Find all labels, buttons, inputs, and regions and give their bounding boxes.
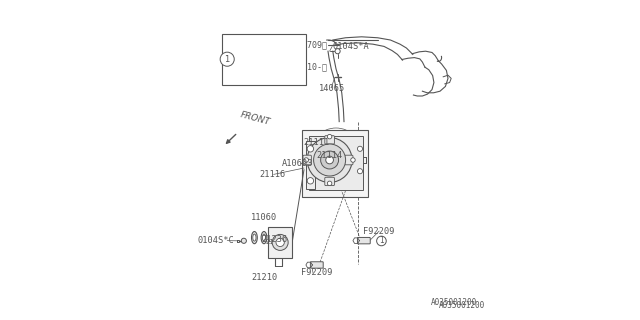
Circle shape — [272, 234, 288, 251]
FancyBboxPatch shape — [344, 155, 353, 165]
FancyBboxPatch shape — [310, 262, 323, 268]
Polygon shape — [306, 141, 315, 189]
FancyBboxPatch shape — [325, 177, 334, 186]
Ellipse shape — [253, 234, 256, 241]
Circle shape — [307, 146, 314, 152]
Circle shape — [376, 236, 387, 246]
Text: A035001200: A035001200 — [431, 298, 477, 307]
Circle shape — [304, 158, 308, 162]
Text: F92209: F92209 — [301, 268, 332, 277]
Circle shape — [241, 238, 246, 244]
Text: 21111: 21111 — [303, 138, 330, 147]
Ellipse shape — [262, 234, 266, 241]
Circle shape — [314, 144, 346, 176]
FancyBboxPatch shape — [309, 136, 364, 190]
Circle shape — [335, 49, 340, 54]
Text: F92209: F92209 — [364, 227, 395, 236]
FancyBboxPatch shape — [303, 155, 312, 165]
Text: 21210: 21210 — [251, 273, 278, 282]
Text: A10693: A10693 — [282, 159, 314, 168]
Text: 1: 1 — [225, 55, 230, 64]
Circle shape — [220, 52, 234, 66]
Circle shape — [357, 169, 362, 174]
Text: 21116: 21116 — [259, 170, 285, 179]
FancyBboxPatch shape — [325, 136, 334, 144]
Circle shape — [326, 156, 333, 164]
FancyBboxPatch shape — [268, 227, 292, 258]
Circle shape — [276, 238, 284, 247]
Text: A035001200: A035001200 — [438, 301, 484, 310]
Text: 11060: 11060 — [251, 213, 278, 222]
Text: H615081（-'08MY0709）: H615081（-'08MY0709） — [233, 40, 328, 49]
Circle shape — [328, 134, 332, 139]
Text: 1: 1 — [379, 236, 384, 245]
Text: 21236: 21236 — [262, 236, 288, 244]
FancyBboxPatch shape — [357, 237, 370, 244]
Ellipse shape — [252, 232, 257, 244]
Bar — [223, 34, 306, 85]
Circle shape — [357, 146, 362, 151]
Circle shape — [307, 178, 314, 184]
Ellipse shape — [261, 232, 267, 244]
Circle shape — [307, 138, 352, 182]
FancyBboxPatch shape — [302, 130, 368, 197]
Text: 21236: 21236 — [265, 239, 287, 245]
Text: 0104S*C: 0104S*C — [198, 236, 234, 245]
Text: 14065: 14065 — [319, 84, 346, 92]
Circle shape — [351, 158, 355, 162]
Circle shape — [328, 181, 332, 186]
Circle shape — [321, 151, 339, 169]
Text: FRONT: FRONT — [239, 111, 271, 127]
Text: H615182（'08MY0710-）: H615182（'08MY0710-） — [233, 63, 328, 72]
Text: 0104S*A: 0104S*A — [332, 42, 369, 51]
Text: 21114: 21114 — [317, 151, 343, 160]
